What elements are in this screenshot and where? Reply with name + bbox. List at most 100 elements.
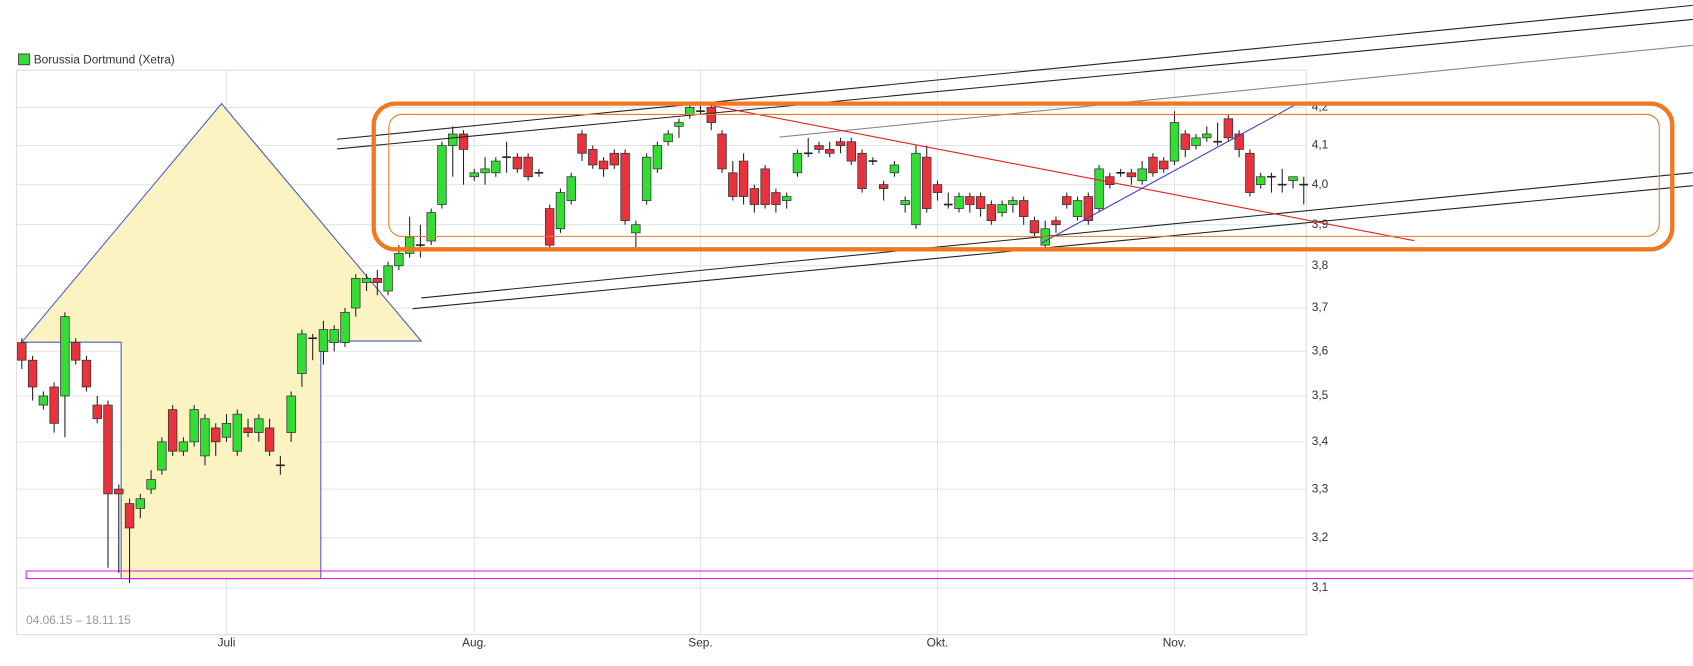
candle-body: [92, 404, 102, 420]
y-tick-label: 3,1: [1312, 580, 1329, 594]
candle-body: [286, 395, 296, 433]
candle-body: [878, 184, 889, 189]
candle-body: [361, 277, 372, 283]
candle-body: [943, 203, 953, 206]
candle-body: [1116, 171, 1125, 174]
candle-body: [254, 418, 264, 433]
x-tick-label: Okt.: [927, 635, 949, 649]
candle-body: [318, 329, 329, 352]
candle-body: [480, 168, 490, 174]
candle-body: [749, 188, 760, 205]
range-box-inner: [388, 113, 1660, 237]
candle-body: [1288, 176, 1298, 182]
candle-body: [771, 192, 781, 205]
candle-body: [264, 427, 275, 452]
candle-body: [103, 404, 113, 495]
candle-body: [717, 133, 727, 170]
candle-body: [416, 244, 425, 246]
candle-body: [1062, 196, 1072, 205]
candle-body: [932, 184, 943, 193]
candle-body: [652, 145, 663, 170]
candle-body: [954, 196, 964, 209]
legend-swatch: [18, 53, 30, 66]
trend-line: [1041, 104, 1296, 244]
candle-body: [986, 204, 997, 222]
candle-body: [1180, 133, 1190, 150]
candle-body: [609, 152, 620, 166]
candle-body: [1234, 133, 1244, 150]
candle-body: [685, 107, 695, 116]
candle-body: [167, 409, 178, 452]
candle-body: [523, 156, 533, 178]
candle-body: [157, 441, 167, 471]
candle-body: [243, 427, 253, 433]
candle-body: [81, 359, 92, 388]
candle-body: [835, 141, 846, 146]
candle-body: [911, 152, 921, 226]
candle-body: [146, 479, 156, 490]
candle-body: [1255, 176, 1266, 186]
candle-body: [1083, 196, 1094, 222]
candle-body: [534, 171, 544, 174]
trend-line: [336, 18, 1693, 150]
candle-body: [372, 277, 383, 283]
candle-body: [469, 172, 479, 178]
y-tick-label: 3,9: [1312, 217, 1329, 231]
x-tick-label: Sep.: [688, 635, 712, 649]
candle-body: [792, 152, 803, 174]
candle-body: [965, 196, 975, 205]
candle-body: [49, 386, 59, 424]
candle-body: [491, 160, 501, 174]
candle-body: [598, 160, 609, 170]
y-tick-label: 3,8: [1312, 258, 1329, 272]
candle-body: [544, 208, 555, 246]
x-tick-label: Nov.: [1163, 635, 1187, 649]
candle-body: [555, 192, 566, 230]
candle-body: [1148, 156, 1158, 174]
candle-body: [577, 133, 587, 154]
candle-body: [60, 316, 70, 397]
trend-line: [707, 104, 1415, 242]
candle-body: [1051, 220, 1061, 226]
candle-body: [340, 311, 350, 343]
candle-body: [997, 204, 1007, 213]
candle-body: [437, 145, 447, 205]
candle-body: [1169, 122, 1180, 162]
candle-body: [1018, 200, 1029, 217]
candle-body: [512, 156, 523, 170]
candle-body: [124, 503, 135, 529]
candle-body: [663, 133, 673, 143]
candle-body: [1008, 200, 1018, 205]
candle-body: [760, 168, 770, 205]
date-range: 04.06.15 – 18.11.15: [26, 613, 131, 627]
candle-body: [803, 152, 813, 155]
candle-body: [426, 212, 436, 242]
y-tick-label: 3,6: [1312, 344, 1329, 358]
candle-body: [458, 133, 469, 150]
candle-body: [178, 441, 189, 452]
candle-body: [922, 156, 932, 209]
candle-body: [566, 176, 576, 201]
candle-body: [696, 110, 705, 112]
y-tick-label: 3,3: [1312, 481, 1329, 495]
candle-body: [114, 488, 124, 495]
candle-body: [1094, 168, 1104, 209]
x-tick-label: Aug.: [462, 635, 486, 649]
candles: [17, 103, 1309, 583]
trend-lines: [336, 4, 1693, 310]
candle-body: [781, 196, 792, 201]
candle-body: [17, 342, 27, 361]
y-tick-label: 3,5: [1312, 388, 1329, 402]
up-arrow-annotation: [20, 102, 423, 580]
candle-body: [738, 160, 749, 197]
y-tick-label: 3,4: [1312, 434, 1329, 448]
candle-body: [135, 498, 146, 509]
support-band: [25, 570, 1693, 580]
candle-body: [1072, 200, 1083, 217]
candle-body: [674, 122, 684, 127]
candle-body: [276, 464, 285, 467]
candle-body: [232, 413, 242, 452]
candle-body: [1159, 160, 1169, 170]
candle-body: [620, 152, 630, 222]
